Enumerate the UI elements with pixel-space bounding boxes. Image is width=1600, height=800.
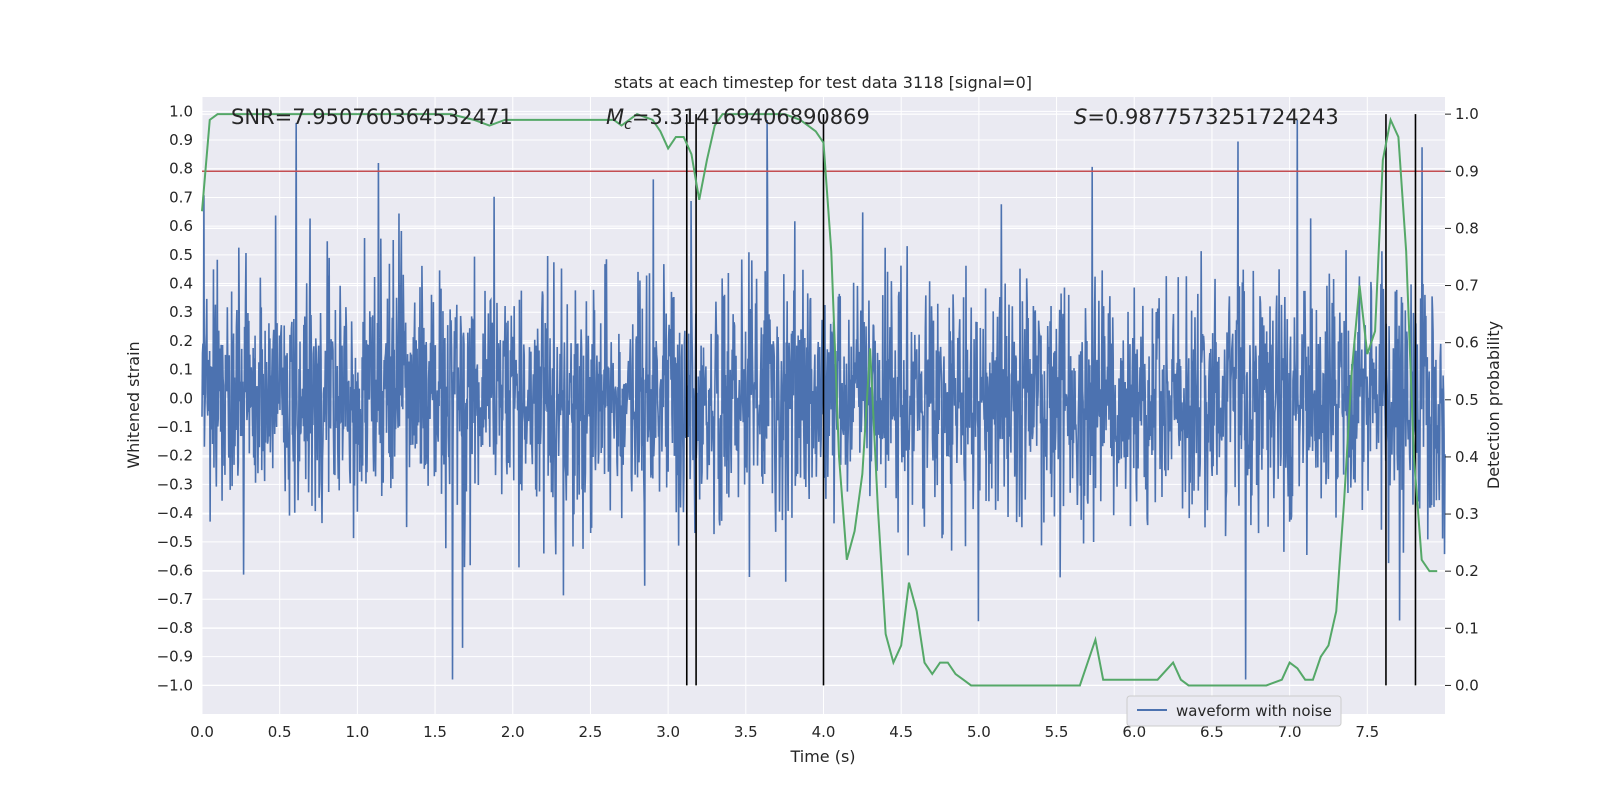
- y-tick-label: −0.5: [157, 533, 193, 551]
- x-tick-label: 2.0: [501, 723, 525, 741]
- y-tick-label: −1.0: [157, 676, 193, 694]
- y-tick-label: 0.9: [169, 131, 193, 149]
- y2-tick-label: 0.1: [1455, 619, 1479, 637]
- x-tick-label: 7.5: [1355, 723, 1379, 741]
- y-tick-label: 0.1: [169, 361, 193, 379]
- x-tick-label: 6.0: [1122, 723, 1146, 741]
- x-tick-label: 1.5: [423, 723, 447, 741]
- chart-title: stats at each timestep for test data 311…: [614, 73, 1032, 92]
- probability-series: [201, 113, 1438, 687]
- y-tick-label: 0.8: [169, 160, 193, 178]
- y-tick-label: 0.4: [169, 275, 193, 293]
- s-annotation: S=0.9877573251724243: [1074, 105, 1339, 129]
- y-tick-label: 1.0: [169, 102, 193, 120]
- y-tick-label: 0.2: [169, 332, 193, 350]
- y-tick-label: −0.4: [157, 504, 193, 522]
- x-tick-label: 5.5: [1045, 723, 1069, 741]
- x-axis-label: Time (s): [789, 747, 855, 766]
- mc-subscript: c: [624, 117, 632, 133]
- y2-tick-label: 0.9: [1455, 162, 1479, 180]
- overlays: [202, 114, 1445, 686]
- y-tick-label: 0.0: [169, 389, 193, 407]
- y-tick-label: −0.8: [157, 619, 193, 637]
- x-ticks: 0.0 0.5 1.0 1.5 2.0 2.5 3.0 3.5 4.0 4.5 5.0 5.5 6.0 6…: [190, 723, 1379, 741]
- mc-value: =3.314169406890869: [632, 105, 870, 129]
- x-tick-label: 7.0: [1278, 723, 1302, 741]
- y-tick-label: 0.7: [169, 188, 193, 206]
- x-tick-label: 4.5: [889, 723, 913, 741]
- x-tick-label: 3.0: [656, 723, 680, 741]
- y2-ticks: 1.0 0.9 0.8 0.7 0.6 0.5 0.4 0.3 0.2 0.1 0.0: [1445, 105, 1479, 694]
- x-tick-label: 1.0: [345, 723, 369, 741]
- y2-tick-label: 0.7: [1455, 277, 1479, 295]
- y-tick-label: −0.1: [157, 418, 193, 436]
- y2-axis-label: Detection probability: [1484, 321, 1503, 489]
- y-tick-label: −0.9: [157, 648, 193, 666]
- y2-tick-label: 0.0: [1455, 676, 1479, 694]
- y-tick-label: 0.6: [169, 217, 193, 235]
- x-tick-label: 3.5: [734, 723, 758, 741]
- legend-box: [1126, 695, 1342, 727]
- y-tick-label: −0.6: [157, 562, 193, 580]
- x-tick-label: 2.5: [579, 723, 603, 741]
- y2-tick-label: 1.0: [1455, 105, 1479, 123]
- x-tick-label: 0.5: [268, 723, 292, 741]
- y-ticks: 1.0 0.9 0.8 0.7 0.6 0.5 0.4 0.3 0.2 0.1 0.0 −0.1 −0.…: [157, 102, 193, 694]
- y-tick-label: −0.7: [157, 590, 193, 608]
- y-tick-label: −0.3: [157, 475, 193, 493]
- y-tick-label: 0.3: [169, 303, 193, 321]
- x-tick-label: 4.0: [812, 723, 836, 741]
- y2-tick-label: 0.2: [1455, 562, 1479, 580]
- x-tick-label: 6.5: [1200, 723, 1224, 741]
- y-tick-label: 0.5: [169, 246, 193, 264]
- mc-symbol: M: [606, 105, 624, 129]
- y-axis-label: Whitened strain: [124, 341, 143, 468]
- y2-tick-label: 0.6: [1455, 334, 1479, 352]
- x-tick-label: 5.0: [967, 723, 991, 741]
- y-tick-label: −0.2: [157, 447, 193, 465]
- s-symbol: S: [1074, 105, 1087, 129]
- y2-tick-label: 0.8: [1455, 219, 1479, 237]
- y2-tick-label: 0.4: [1455, 448, 1479, 466]
- legend-label: waveform with noise: [1176, 702, 1332, 720]
- y2-tick-label: 0.5: [1455, 391, 1479, 409]
- y2-tick-label: 0.3: [1455, 505, 1479, 523]
- x-tick-label: 0.0: [190, 723, 214, 741]
- mc-annotation: Mc=3.314169406890869: [606, 105, 870, 133]
- snr-annotation: SNR=7.950760364532471: [231, 105, 513, 129]
- detection-probability-line: [201, 113, 1438, 687]
- s-value: =0.9877573251724243: [1087, 105, 1338, 129]
- legend: waveform with noise: [1126, 695, 1342, 727]
